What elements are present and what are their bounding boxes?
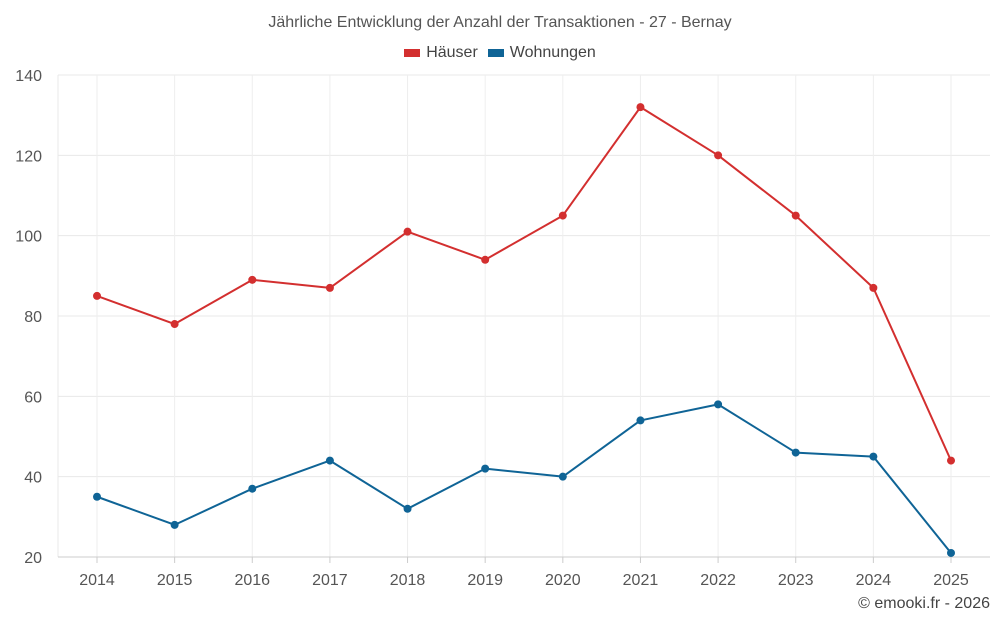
data-point-haeuser-2014[interactable] [93, 291, 101, 300]
data-point-haeuser-2017[interactable] [325, 283, 334, 292]
data-point-haeuser-2016[interactable] [248, 275, 257, 284]
data-point-haeuser-2018[interactable] [403, 227, 412, 236]
x-tick-label-2025: 2025 [933, 572, 969, 589]
y-axis: 20 40 60 80 100 120 140 [15, 68, 42, 567]
legend-swatch-haeuser [404, 49, 421, 57]
y-tick-label-20: 20 [24, 550, 42, 567]
y-tick-label-80: 80 [24, 309, 42, 326]
x-tick-label-2015: 2015 [157, 572, 193, 589]
data-point-wohnungen-2023[interactable] [791, 448, 800, 457]
series-line-wohnungen [96, 403, 952, 554]
credit-text: © emooki.fr - 2026 [858, 595, 990, 612]
data-point-wohnungen-2017[interactable] [325, 456, 334, 465]
data-point-wohnungen-2018[interactable] [403, 504, 412, 513]
data-point-haeuser-2019[interactable] [481, 255, 490, 264]
chart-legend: Häuser Wohnungen [0, 44, 1000, 62]
data-point-wohnungen-2024[interactable] [869, 452, 878, 461]
data-point-haeuser-2015[interactable] [170, 320, 179, 329]
data-point-wohnungen-2021[interactable] [636, 416, 645, 425]
legend-label-haeuser: Häuser [426, 44, 478, 61]
legend-swatch-wohnungen [487, 49, 504, 57]
legend-item-haeuser[interactable]: Häuser [404, 44, 478, 62]
data-point-haeuser-2023[interactable] [791, 211, 800, 220]
y-tick-label-140: 140 [15, 68, 42, 85]
grid-lines [57, 74, 990, 558]
data-point-wohnungen-2016[interactable] [248, 484, 257, 493]
data-point-wohnungen-2025[interactable] [947, 548, 955, 557]
x-tick-label-2017: 2017 [312, 572, 348, 589]
data-point-haeuser-2020[interactable] [558, 211, 567, 220]
x-axis: 2014 2015 2016 2017 2018 2019 2020 2021 2022 2023… [58, 556, 990, 589]
y-tick-label-60: 60 [24, 389, 42, 406]
x-tick-label-2019: 2019 [467, 572, 503, 589]
x-tick-label-2018: 2018 [390, 572, 426, 589]
legend-label-wohnungen: Wohnungen [509, 44, 596, 61]
chart-title: Jährliche Entwicklung der Anzahl der Tra… [268, 14, 732, 31]
x-tick-label-2023: 2023 [778, 572, 814, 589]
x-tick-label-2016: 2016 [234, 572, 270, 589]
data-point-haeuser-2025[interactable] [947, 456, 955, 465]
legend-item-wohnungen[interactable]: Wohnungen [487, 44, 596, 62]
series-layer [93, 103, 955, 557]
data-point-wohnungen-2020[interactable] [558, 472, 567, 481]
data-point-wohnungen-2015[interactable] [170, 520, 179, 529]
data-point-wohnungen-2014[interactable] [93, 492, 101, 501]
data-point-wohnungen-2022[interactable] [714, 400, 723, 409]
x-tick-label-2022: 2022 [700, 572, 736, 589]
data-point-wohnungen-2019[interactable] [481, 464, 490, 473]
data-point-haeuser-2022[interactable] [714, 151, 723, 160]
x-tick-label-2021: 2021 [623, 572, 659, 589]
y-tick-label-100: 100 [15, 229, 42, 246]
x-tick-label-2014: 2014 [79, 572, 115, 589]
y-tick-label-40: 40 [24, 470, 42, 487]
y-tick-label-120: 120 [15, 148, 42, 165]
x-tick-label-2024: 2024 [856, 572, 892, 589]
x-tick-label-2020: 2020 [545, 572, 581, 589]
data-point-haeuser-2021[interactable] [636, 103, 645, 112]
data-point-haeuser-2024[interactable] [869, 283, 878, 292]
series-line-haeuser [96, 106, 952, 462]
